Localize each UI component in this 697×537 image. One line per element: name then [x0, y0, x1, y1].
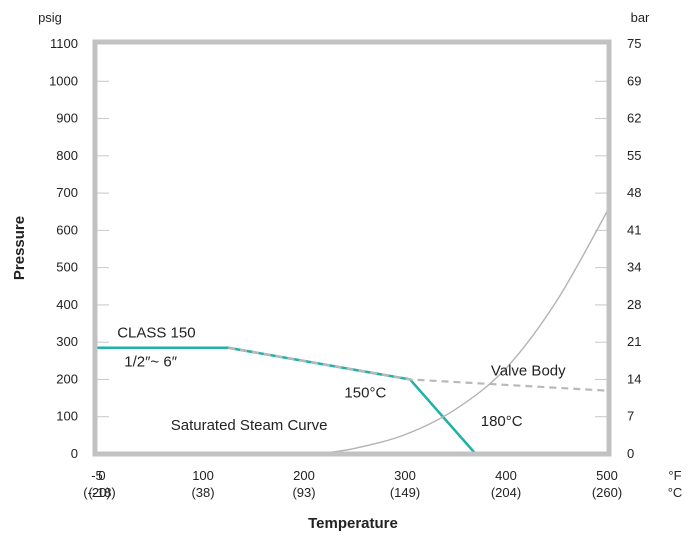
ticks-layer: 0100200300400500600700800900100011000714…	[49, 36, 641, 500]
x-tick-sublabel: (-18)	[88, 485, 115, 500]
x-tick-sublabel: (-20)	[83, 485, 110, 500]
y-tick-label-right: 34	[627, 260, 641, 275]
plot-area	[97, 211, 608, 455]
y-tick-label-left: 0	[71, 446, 78, 461]
y-tick-label-right: 28	[627, 297, 641, 312]
x-tick-sublabel: (149)	[390, 485, 420, 500]
x-unit-top: °F	[668, 468, 681, 483]
annotation-label: Valve Body	[491, 363, 566, 380]
y-tick-label-left: 600	[56, 222, 78, 237]
annotations-layer: CLASS 150 1/2″~ 6″ Valve Body 150°C 180°C Sat…	[117, 325, 566, 434]
y-tick-label-left: 900	[56, 111, 78, 126]
y-tick-label-right: 48	[627, 185, 641, 200]
y-tick-label-right: 55	[627, 148, 641, 163]
x-axis-title: Temperature	[308, 515, 398, 532]
plot-frame	[92, 39, 612, 457]
annotation-label: Saturated Steam Curve	[171, 417, 328, 434]
y-tick-label-left: 700	[56, 185, 78, 200]
steam-line	[316, 211, 608, 455]
x-tick-label: 0	[98, 468, 105, 483]
y-unit-left: psig	[38, 10, 62, 25]
x-tick-label: 400	[495, 468, 517, 483]
y-tick-label-left: 100	[56, 409, 78, 424]
x-tick-sublabel: (260)	[592, 485, 622, 500]
y-tick-label-left: 200	[56, 371, 78, 386]
x-tick-sublabel: (38)	[191, 485, 214, 500]
x-tick-label: 100	[192, 468, 214, 483]
y-tick-label-right: 69	[627, 73, 641, 88]
y-tick-label-right: 7	[627, 409, 634, 424]
annotation-label: CLASS 150	[117, 325, 195, 342]
y-tick-label-right: 14	[627, 371, 641, 386]
x-tick-label: -5	[91, 468, 103, 483]
y-tick-label-left: 800	[56, 148, 78, 163]
y-tick-label-left: 400	[56, 297, 78, 312]
y-tick-label-right: 41	[627, 222, 641, 237]
x-tick-label: 500	[596, 468, 618, 483]
y-tick-label-left: 1000	[49, 73, 78, 88]
y-tick-label-left: 1100	[50, 36, 78, 51]
y-unit-right: bar	[631, 10, 650, 25]
y-tick-label-right: 75	[627, 36, 641, 51]
annotation-label: 180°C	[481, 413, 523, 430]
y-tick-label-right: 62	[627, 111, 641, 126]
y-tick-label-left: 300	[56, 334, 78, 349]
annotation-label: 150°C	[344, 384, 386, 401]
y-tick-label-left: 500	[56, 260, 78, 275]
annotation-label: 1/2″~ 6″	[124, 353, 177, 370]
x-tick-sublabel: (204)	[491, 485, 521, 500]
y-tick-label-right: 0	[627, 446, 634, 461]
x-tick-label: 200	[293, 468, 315, 483]
x-tick-sublabel: (93)	[292, 485, 315, 500]
x-tick-label: 300	[394, 468, 416, 483]
valve-body-line	[228, 346, 608, 392]
y-axis-title: Pressure	[11, 216, 28, 280]
y-tick-label-right: 21	[627, 334, 641, 349]
x-unit-bottom: °C	[668, 485, 683, 500]
